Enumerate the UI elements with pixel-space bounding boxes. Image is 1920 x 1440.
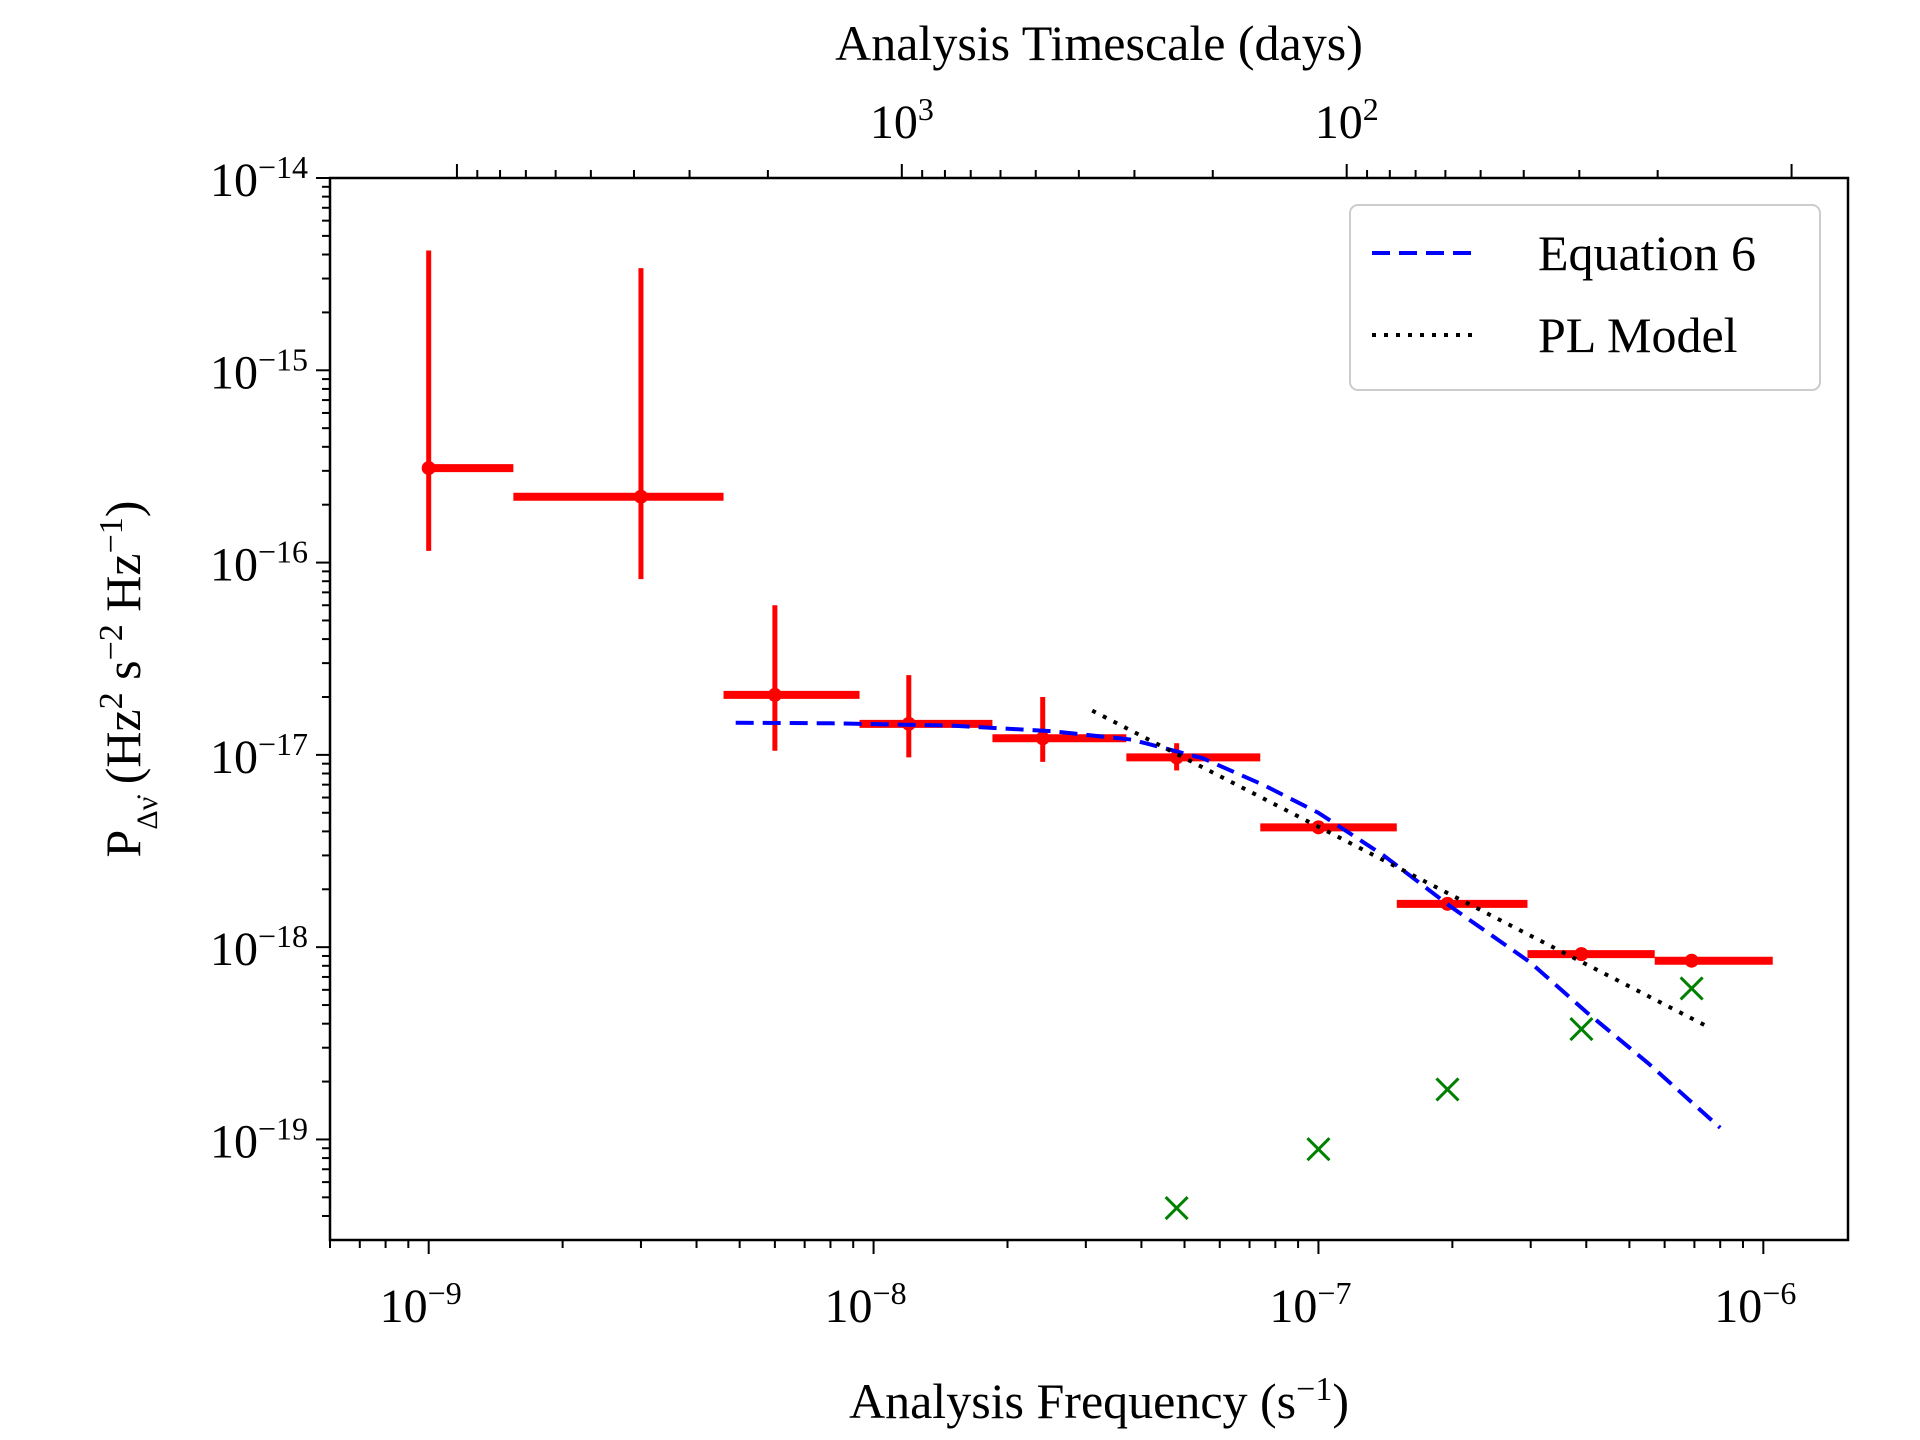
y-tick-label-4-exp: −15 <box>258 341 308 377</box>
x-tick-label-1: 10−8 <box>825 1275 907 1333</box>
x-tick-label-3: 10−6 <box>1714 1275 1796 1333</box>
y-axis-title-sub: Δν̇ <box>131 795 164 830</box>
top-tick-label-1: 102 <box>1315 91 1379 149</box>
legend-label-pl-model: PL Model <box>1538 307 1738 363</box>
data-point-8 <box>1574 947 1589 962</box>
data-point-1 <box>633 489 648 504</box>
plot-frame <box>328 176 1850 1242</box>
noise-marker-2 <box>1435 1077 1460 1102</box>
y-axis-title-space3 <box>95 612 151 625</box>
data-point-4 <box>1035 731 1050 746</box>
y-tick-label-2-base: 10 <box>210 731 258 784</box>
data-series <box>421 250 1773 1221</box>
noise-marker-stroke <box>1435 1077 1460 1102</box>
x-tick-label-1-exp: −8 <box>873 1275 907 1311</box>
noise-marker-stroke <box>1306 1137 1331 1162</box>
axis-labels: 10−9 10−8 10−7 10−610−1910−1810−1710−1610−1… <box>210 91 1796 1333</box>
x-tick-label-0-base: 10 <box>380 1280 428 1333</box>
top-tick-label-0: 103 <box>870 91 934 149</box>
x-axis-title-main: Analysis Frequency (s <box>849 1373 1296 1429</box>
noise-marker-0 <box>1164 1195 1189 1221</box>
y-axis-title-exp3: −1 <box>93 517 130 553</box>
top-tick-label-1-base: 10 <box>1315 96 1363 149</box>
y-axis-title-s: s <box>95 660 151 679</box>
y-tick-label-5: 10−14 <box>210 149 308 207</box>
top-tick-label-0-exp: 3 <box>918 91 934 127</box>
y-axis-title-p: P <box>95 830 151 858</box>
x-tick-label-1-base: 10 <box>825 1280 873 1333</box>
x-axis-title-close: ) <box>1332 1373 1349 1429</box>
x-tick-label-2: 10−7 <box>1269 1275 1351 1333</box>
y-tick-label-1-exp: −18 <box>258 918 308 954</box>
top-tick-label-0-base: 10 <box>870 96 918 149</box>
legend: Equation 6 PL Model <box>1349 204 1821 391</box>
y-tick-label-2-exp: −17 <box>258 726 308 762</box>
y-axis-title-close: ) <box>95 501 151 518</box>
x-tick-label-0-exp: −9 <box>428 1275 462 1311</box>
noise-marker-stroke <box>1164 1195 1189 1221</box>
y-tick-label-4-base: 10 <box>210 346 258 399</box>
data-point-0 <box>421 461 436 476</box>
y-tick-label-3: 10−16 <box>210 534 308 592</box>
noise-marker-stroke <box>1679 976 1704 1001</box>
y-tick-label-4: 10−15 <box>210 341 308 399</box>
data-point-2 <box>767 687 782 702</box>
axis-ticks <box>316 164 1793 1254</box>
equation-6-line <box>735 720 1722 1130</box>
y-axis-title-hz: Hz <box>95 553 151 611</box>
y-axis-title: PΔν̇ (Hz2 s−2 Hz−1) <box>93 501 164 858</box>
y-tick-label-0: 10−19 <box>210 1110 308 1168</box>
x-axis-title-exp: −1 <box>1296 1371 1332 1408</box>
x-tick-label-3-base: 10 <box>1714 1280 1762 1333</box>
y-tick-label-0-exp: −19 <box>258 1110 308 1146</box>
noise-marker-1 <box>1306 1137 1331 1162</box>
top-axis-title: Analysis Timescale (days) <box>835 15 1363 71</box>
x-tick-label-2-base: 10 <box>1269 1280 1317 1333</box>
data-point-9 <box>1684 953 1699 968</box>
series-equation-6 <box>735 720 1722 1130</box>
top-tick-label-1-exp: 2 <box>1363 91 1379 127</box>
y-tick-label-5-base: 10 <box>210 154 258 207</box>
x-tick-label-0: 10−9 <box>380 1275 462 1333</box>
y-axis-title-space <box>95 784 151 797</box>
x-tick-label-2-exp: −7 <box>1317 1275 1351 1311</box>
y-tick-label-3-base: 10 <box>210 539 258 592</box>
legend-label-equation-6: Equation 6 <box>1538 225 1756 281</box>
x-tick-label-3-exp: −6 <box>1762 1275 1796 1311</box>
y-tick-label-1: 10−18 <box>210 918 308 976</box>
noise-marker-stroke <box>1569 1017 1594 1042</box>
y-axis-title-space2 <box>95 680 151 693</box>
y-axis-title-exp1: 2 <box>93 692 130 709</box>
series-pl-model <box>1091 708 1712 1030</box>
y-tick-label-1-base: 10 <box>210 923 258 976</box>
noise-marker-3 <box>1569 1017 1594 1042</box>
x-axis-title: Analysis Frequency (s−1) <box>849 1371 1349 1430</box>
y-axis-title-open: (Hz <box>95 709 151 784</box>
pl-model-line <box>1091 708 1712 1030</box>
series-noise <box>1164 976 1704 1221</box>
noise-marker-4 <box>1679 976 1704 1001</box>
y-tick-label-0-base: 10 <box>210 1115 258 1168</box>
y-tick-label-5-exp: −14 <box>258 149 308 185</box>
y-tick-label-2: 10−17 <box>210 726 308 784</box>
y-tick-label-3-exp: −16 <box>258 534 308 570</box>
y-axis-title-exp2: −2 <box>93 624 130 660</box>
